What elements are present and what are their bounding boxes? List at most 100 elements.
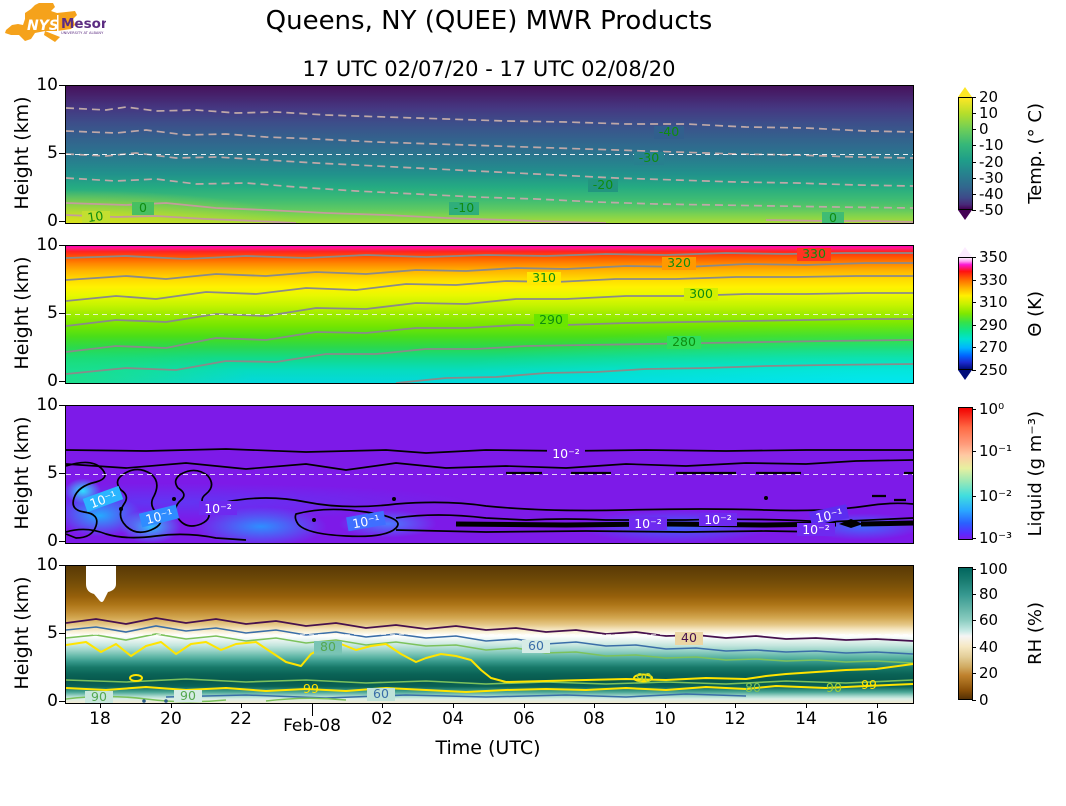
contour-label: 90 bbox=[180, 688, 196, 703]
theta-colorbar-title: Θ (K) bbox=[1024, 290, 1046, 337]
rh-80-upper-contour bbox=[66, 633, 913, 664]
nys-mesonet-logo: NYS Mesonet UNIVERSITY AT ALBANY bbox=[0, 0, 1066, 62]
x-tick-date: Feb-08 bbox=[283, 716, 341, 736]
rh-60-contour bbox=[66, 625, 913, 655]
contour-label: 290 bbox=[539, 312, 563, 327]
cb-tick: 60 bbox=[971, 611, 999, 629]
cb-tick: 10 bbox=[971, 104, 999, 122]
x-tick: 20 bbox=[160, 709, 182, 729]
contour-label: 320 bbox=[667, 255, 691, 270]
rh-colorbar bbox=[958, 567, 973, 700]
y-tick: 5 bbox=[47, 463, 58, 483]
y-tick-mark bbox=[59, 405, 65, 407]
logo-university-text: UNIVERSITY AT ALBANY bbox=[61, 31, 104, 35]
contour-label: -40 bbox=[659, 124, 679, 139]
y-tick-mark bbox=[59, 153, 65, 155]
x-tick-mark bbox=[100, 703, 102, 708]
cb-tick: -30 bbox=[972, 169, 1004, 187]
rh-bottom-dots bbox=[142, 699, 168, 703]
temp-dashed-isotherms bbox=[66, 106, 913, 209]
temp-colorbar-arrow-up bbox=[958, 87, 972, 97]
theta-isentropes bbox=[66, 252, 913, 383]
rh-panel: 40 60 80 99 90 90 60 90 80 90 99 bbox=[65, 565, 914, 704]
theta-contour-labels: 330 320 310 300 290 280 bbox=[527, 246, 831, 349]
contour-label: 90 bbox=[636, 670, 652, 685]
cb-tick: 100 bbox=[972, 560, 1008, 578]
y-tick-mark bbox=[59, 85, 65, 87]
subtitle: 17 UTC 02/07/20 - 17 UTC 02/08/20 bbox=[302, 57, 676, 81]
cb-tick: 20 bbox=[971, 664, 999, 682]
cb-tick: -10 bbox=[972, 136, 1004, 154]
logo-nys-text: NYS bbox=[27, 18, 59, 34]
x-tick: 16 bbox=[866, 709, 888, 729]
cb-tick: 10⁻² bbox=[971, 487, 1013, 505]
temp-colorbar-title: Temp. (° C) bbox=[1024, 103, 1046, 204]
theta-colorbar bbox=[958, 257, 973, 370]
logo-divider bbox=[57, 15, 59, 35]
y-tick: 5 bbox=[47, 623, 58, 643]
cb-tick: 0 bbox=[972, 691, 989, 709]
x-tick-mark bbox=[806, 703, 808, 708]
cb-tick: 10⁰ bbox=[971, 400, 1005, 418]
temperature-panel: 10 0 -10 -20 -30 -40 0 bbox=[65, 85, 914, 224]
liquid-dashed-segments bbox=[506, 471, 913, 502]
ny-state-shape bbox=[5, 3, 77, 41]
contour-label: 330 bbox=[802, 246, 826, 261]
y-tick-mark bbox=[59, 633, 65, 635]
contour-label: 90 bbox=[91, 689, 107, 703]
contour-label: 10⁻² bbox=[704, 512, 732, 527]
x-tick-mark-date bbox=[312, 703, 314, 716]
contour-label: 80 bbox=[745, 680, 761, 695]
y-tick: 10 bbox=[36, 75, 58, 95]
liquid-colorbar-title: Liquid (g m⁻³) bbox=[1024, 410, 1046, 537]
rh-contour-labels: 40 60 80 99 90 90 60 90 80 90 99 bbox=[85, 630, 877, 703]
x-tick: 10 bbox=[654, 709, 676, 729]
cb-tick: 10⁻³ bbox=[971, 529, 1013, 547]
y-tick: 5 bbox=[47, 303, 58, 323]
cb-tick: 310 bbox=[972, 293, 1008, 311]
contour-label: 300 bbox=[689, 286, 713, 301]
rh-99-contours bbox=[66, 641, 913, 693]
x-tick-mark bbox=[877, 703, 879, 708]
rh-80-lower-contour bbox=[66, 678, 913, 685]
page-title: Queens, NY (QUEE) MWR Products bbox=[265, 6, 713, 36]
y-tick: 0 bbox=[47, 211, 58, 231]
y-tick-mark bbox=[59, 245, 65, 247]
contour-label: 10⁻¹ bbox=[814, 505, 844, 525]
cb-tick: 10⁻¹ bbox=[971, 442, 1013, 460]
x-tick: 02 bbox=[371, 709, 393, 729]
x-tick: 14 bbox=[795, 709, 817, 729]
cb-tick: 330 bbox=[972, 271, 1008, 289]
contour-label: 0 bbox=[139, 200, 147, 215]
theta-colorbar-arrow-up bbox=[958, 247, 972, 257]
contour-label: 10⁻² bbox=[802, 522, 830, 537]
x-tick-mark bbox=[594, 703, 596, 708]
contour-label: 80 bbox=[320, 639, 336, 654]
cb-tick: 80 bbox=[971, 585, 999, 603]
y-tick-mark bbox=[59, 313, 65, 315]
x-tick-mark bbox=[524, 703, 526, 708]
rh-60-bottom-contour bbox=[165, 693, 747, 699]
y-tick: 10 bbox=[36, 555, 58, 575]
contour-label: 10⁻¹ bbox=[351, 512, 381, 532]
contour-label: 10⁻¹ bbox=[144, 506, 174, 527]
cb-tick: 270 bbox=[972, 338, 1008, 356]
y-tick: 10 bbox=[36, 395, 58, 415]
rh-contours: 40 60 80 99 90 90 60 90 80 90 99 bbox=[66, 566, 913, 703]
liquid-contours: 10⁻² 10⁻¹ 10⁻¹ 10⁻² 10⁻¹ 10⁻¹ 10⁻² 10⁻² … bbox=[66, 446, 913, 541]
liquid-panel: 10⁻² 10⁻¹ 10⁻¹ 10⁻² 10⁻¹ 10⁻¹ 10⁻² 10⁻² … bbox=[65, 405, 914, 544]
contour-label: 310 bbox=[532, 270, 556, 285]
x-tick-mark bbox=[171, 703, 173, 708]
contour-label: 0 bbox=[829, 210, 837, 223]
contour-label: 10⁻¹ bbox=[88, 488, 119, 512]
x-tick: 18 bbox=[89, 709, 111, 729]
y-tick: 5 bbox=[47, 143, 58, 163]
x-tick-mark bbox=[735, 703, 737, 708]
theta-colorbar-arrow-down bbox=[958, 370, 972, 380]
y-tick-mark bbox=[59, 541, 65, 543]
y-tick: 0 bbox=[47, 371, 58, 391]
contour-label: -20 bbox=[593, 177, 613, 192]
temp-colorbar bbox=[958, 97, 973, 210]
x-tick: 04 bbox=[442, 709, 464, 729]
